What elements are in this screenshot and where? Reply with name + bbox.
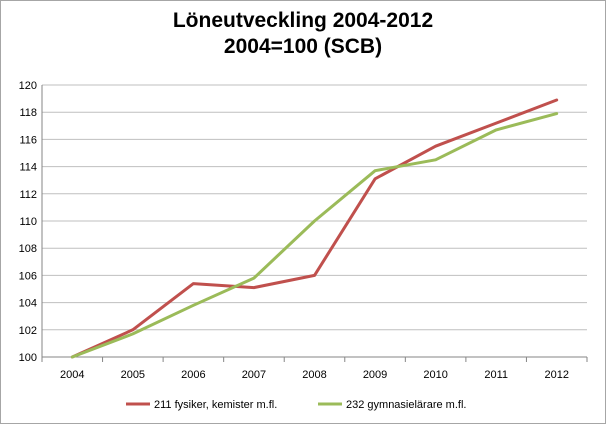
legend-label-1: 211 fysiker, kemister m.fl. (154, 399, 277, 411)
series-line-1 (70, 98, 559, 359)
y-tick-label: 106 (19, 270, 37, 282)
y-tick-label: 104 (19, 298, 37, 310)
y-tick-label: 110 (19, 216, 37, 228)
x-tick-label: 2008 (302, 369, 326, 381)
x-tick-label: 2012 (544, 369, 568, 381)
y-tick-label: 116 (19, 134, 37, 146)
x-tick-label: 2011 (484, 369, 508, 381)
y-tick-label: 100 (19, 352, 37, 364)
x-tick-label: 2010 (423, 369, 447, 381)
y-tick-label: 108 (19, 243, 37, 255)
chart-title-block: Löneutveckling 2004-2012 2004=100 (SCB) (0, 8, 606, 60)
x-tick-label: 2006 (181, 369, 205, 381)
y-tick-label: 102 (19, 325, 37, 337)
y-tick-label: 112 (19, 189, 37, 201)
legend-label-2: 232 gymnasielärare m.fl. (346, 399, 466, 411)
chart-subtitle: 2004=100 (SCB) (223, 35, 383, 58)
x-tick-label: 2009 (363, 369, 387, 381)
x-tick-label: 2007 (242, 369, 266, 381)
x-tick-label: 2004 (60, 369, 84, 381)
series-line-2 (70, 112, 559, 359)
chart-title: Löneutveckling 2004-2012 (172, 9, 434, 32)
y-tick-label: 114 (19, 162, 37, 174)
y-tick-label: 118 (19, 107, 37, 119)
y-tick-label: 120 (19, 80, 37, 92)
x-tick-label: 2005 (121, 369, 145, 381)
